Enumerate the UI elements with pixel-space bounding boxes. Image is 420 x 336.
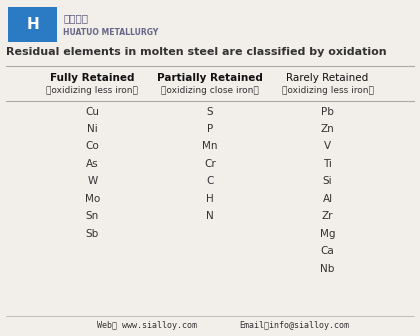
- Text: S: S: [207, 107, 213, 117]
- Text: Ni: Ni: [87, 124, 98, 134]
- Text: （oxidizing less iron）: （oxidizing less iron）: [47, 86, 138, 95]
- Text: Co: Co: [86, 141, 99, 152]
- Text: Residual elements in molten steel are classified by oxidation: Residual elements in molten steel are cl…: [6, 47, 387, 57]
- Text: N: N: [206, 211, 214, 221]
- Text: As: As: [86, 159, 99, 169]
- Text: Nb: Nb: [320, 264, 335, 274]
- Text: W: W: [87, 176, 97, 186]
- Text: V: V: [324, 141, 331, 152]
- Text: Email：info@sialloy.com: Email：info@sialloy.com: [239, 322, 349, 330]
- Bar: [8, 7, 57, 42]
- Text: 华拓冶金: 华拓冶金: [63, 13, 88, 23]
- Text: H: H: [206, 194, 214, 204]
- Text: Rarely Retained: Rarely Retained: [286, 73, 369, 83]
- Text: Ca: Ca: [321, 246, 334, 256]
- Text: Mn: Mn: [202, 141, 218, 152]
- Text: Ti: Ti: [323, 159, 332, 169]
- Text: H: H: [26, 17, 39, 32]
- Text: Web： www.sialloy.com: Web： www.sialloy.com: [97, 322, 197, 330]
- Text: HUATUO METALLURGY: HUATUO METALLURGY: [63, 28, 158, 37]
- Text: Al: Al: [323, 194, 333, 204]
- Text: Zn: Zn: [321, 124, 334, 134]
- Text: Pb: Pb: [321, 107, 334, 117]
- Text: （oxidizing less iron）: （oxidizing less iron）: [282, 86, 373, 95]
- Text: P: P: [207, 124, 213, 134]
- Text: （oxidizing close iron）: （oxidizing close iron）: [161, 86, 259, 95]
- Text: Mg: Mg: [320, 229, 335, 239]
- Text: Mo: Mo: [85, 194, 100, 204]
- Text: Partially Retained: Partially Retained: [157, 73, 263, 83]
- Text: Sn: Sn: [86, 211, 99, 221]
- Text: Cr: Cr: [204, 159, 216, 169]
- Text: Sb: Sb: [86, 229, 99, 239]
- Text: Fully Retained: Fully Retained: [50, 73, 135, 83]
- Text: Zr: Zr: [322, 211, 333, 221]
- Text: Si: Si: [323, 176, 332, 186]
- Text: C: C: [206, 176, 214, 186]
- Text: Cu: Cu: [85, 107, 100, 117]
